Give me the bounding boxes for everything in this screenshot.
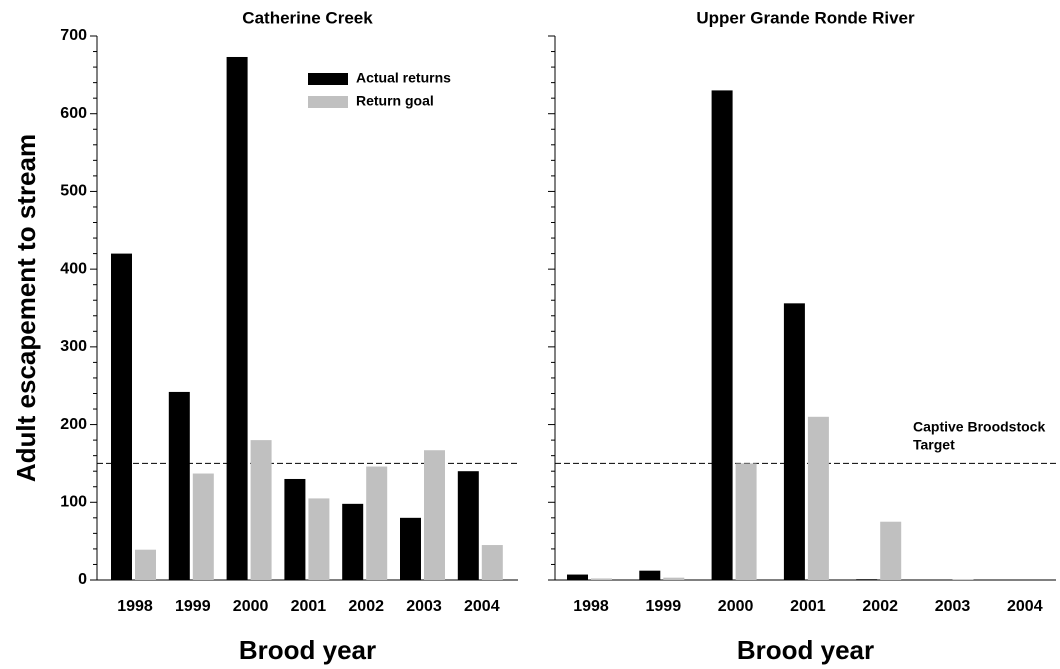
legend-swatch [308, 96, 348, 108]
bar [856, 579, 878, 580]
bar [308, 498, 330, 580]
x-tick-label: 2002 [862, 598, 898, 615]
bar [783, 303, 805, 580]
bar [250, 440, 272, 580]
x-tick-label: 2004 [464, 598, 500, 615]
x-tick-label: 1998 [573, 598, 609, 615]
y-tick-label: 700 [60, 27, 87, 44]
x-tick-label: 2001 [291, 598, 327, 615]
x-tick-label: 2000 [718, 598, 754, 615]
bar [639, 570, 661, 580]
x-tick-label: 2001 [790, 598, 826, 615]
y-tick-label: 0 [78, 571, 87, 588]
bar [567, 574, 588, 580]
bar [135, 549, 156, 580]
panel-title: Catherine Creek [242, 8, 373, 27]
bar [735, 463, 757, 580]
legend-label: Return goal [356, 93, 434, 109]
x-tick-label: 2003 [935, 598, 971, 615]
x-tick-label: 2002 [348, 598, 384, 615]
y-tick-label: 200 [60, 416, 87, 433]
annotation: Captive Broodstock [913, 419, 1045, 435]
bar [711, 90, 733, 581]
bar [424, 450, 445, 580]
bar [111, 253, 132, 580]
bar [952, 579, 974, 580]
bar [192, 473, 214, 580]
y-tick-label: 100 [60, 494, 87, 511]
bar [663, 577, 685, 580]
x-tick-label: 1998 [117, 598, 153, 615]
x-tick-label: 2000 [233, 598, 269, 615]
panel-title: Upper Grande Ronde River [696, 8, 915, 27]
x-tick-label: 1999 [175, 598, 211, 615]
y-tick-label: 500 [60, 183, 87, 200]
y-tick-label: 300 [60, 338, 87, 355]
legend-label: Actual returns [356, 70, 451, 86]
x-tick-label: 1999 [646, 598, 682, 615]
y-tick-label: 600 [60, 105, 87, 122]
y-tick-label: 400 [60, 260, 87, 277]
bar [807, 416, 829, 580]
bar [457, 471, 479, 580]
x-axis-label: Brood year [737, 635, 874, 665]
bar [226, 56, 248, 581]
y-axis-label: Adult escapement to stream [11, 134, 41, 482]
legend-swatch [308, 73, 348, 85]
bar [342, 503, 364, 580]
bar [366, 466, 388, 580]
x-tick-label: 2004 [1007, 598, 1043, 615]
annotation: Target [913, 437, 955, 453]
bar [168, 391, 190, 580]
bar [400, 517, 421, 580]
x-tick-label: 2003 [406, 598, 442, 615]
x-axis-label: Brood year [239, 635, 376, 665]
bar [880, 521, 902, 580]
bar [481, 545, 503, 580]
bar [284, 478, 306, 580]
bar [591, 578, 612, 580]
